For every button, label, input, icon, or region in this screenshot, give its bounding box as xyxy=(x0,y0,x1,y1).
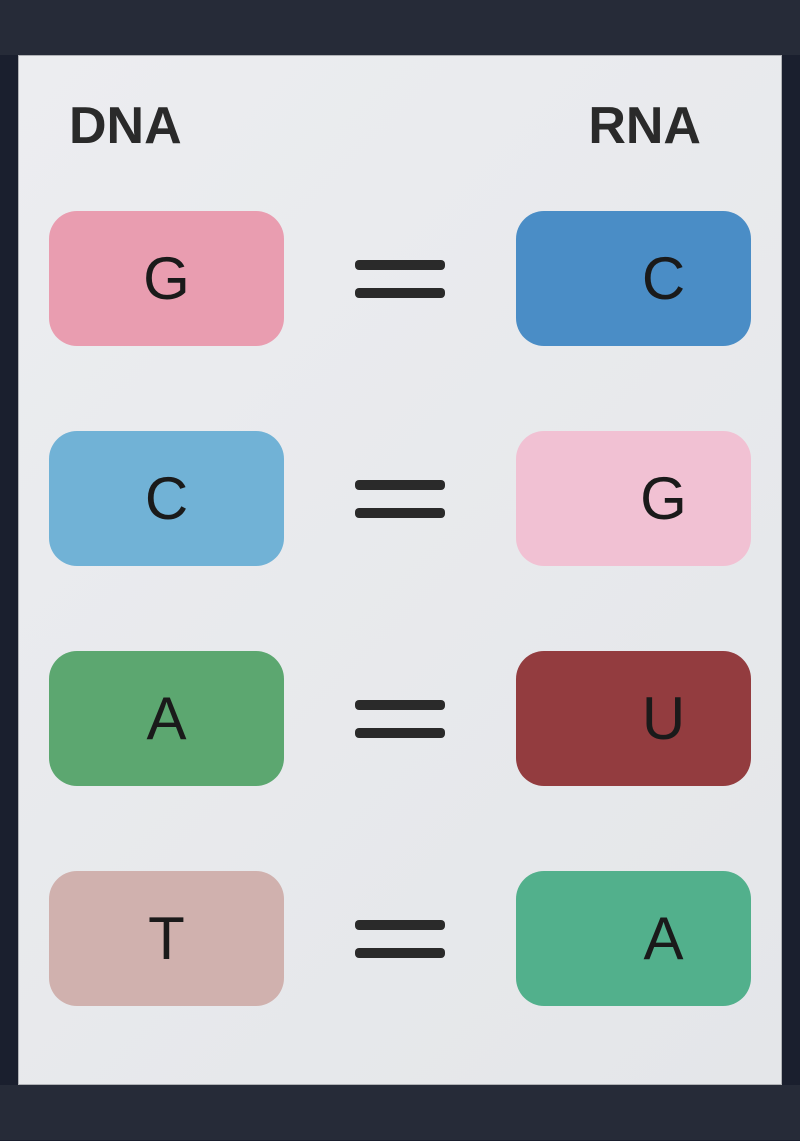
equals-line xyxy=(355,728,445,738)
base-pair-row: A U xyxy=(49,651,751,786)
dna-base-g: G xyxy=(49,211,284,346)
equals-icon xyxy=(355,700,445,738)
diagram-content: DNA RNA G C C G A xyxy=(18,55,782,1085)
dna-base-c: C xyxy=(49,431,284,566)
rna-base-a: A xyxy=(516,871,751,1006)
equals-line xyxy=(355,920,445,930)
dna-side: T xyxy=(49,871,284,1006)
rna-header: RNA xyxy=(588,96,701,156)
window-top-bar xyxy=(0,0,800,55)
dna-side: C xyxy=(49,431,284,566)
equals-line xyxy=(355,700,445,710)
base-pair-row: C G xyxy=(49,431,751,566)
equals-line xyxy=(355,508,445,518)
rna-side: G xyxy=(516,431,751,566)
base-pair-row: T A xyxy=(49,871,751,1006)
base-pair-row: G C xyxy=(49,211,751,346)
window-bottom-bar xyxy=(0,1085,800,1140)
equals-icon xyxy=(355,260,445,298)
rna-side: U xyxy=(516,651,751,786)
rna-side: C xyxy=(516,211,751,346)
rna-base-u: U xyxy=(516,651,751,786)
column-headers: DNA RNA xyxy=(49,96,751,156)
dna-base-t: T xyxy=(49,871,284,1006)
rna-base-c: C xyxy=(516,211,751,346)
dna-side: A xyxy=(49,651,284,786)
dna-base-a: A xyxy=(49,651,284,786)
dna-header: DNA xyxy=(69,96,182,156)
equals-line xyxy=(355,288,445,298)
equals-line xyxy=(355,948,445,958)
equals-icon xyxy=(355,920,445,958)
rna-side: A xyxy=(516,871,751,1006)
rna-base-g: G xyxy=(516,431,751,566)
equals-icon xyxy=(355,480,445,518)
equals-line xyxy=(355,260,445,270)
dna-side: G xyxy=(49,211,284,346)
equals-line xyxy=(355,480,445,490)
